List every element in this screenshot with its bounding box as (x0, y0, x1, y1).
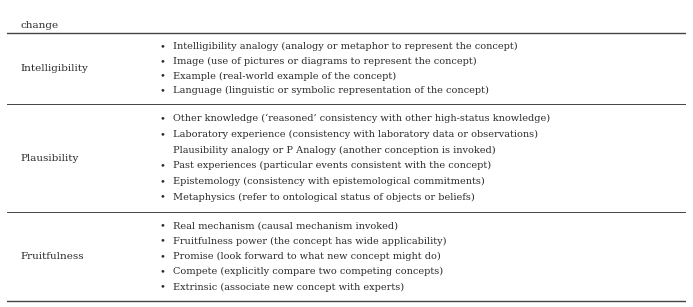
Text: •: • (160, 161, 166, 170)
Text: •: • (160, 57, 166, 66)
Text: •: • (160, 192, 166, 202)
Text: Extrinsic (associate new concept with experts): Extrinsic (associate new concept with ex… (173, 282, 405, 292)
Text: Intelligibility analogy (analogy or metaphor to represent the concept): Intelligibility analogy (analogy or meta… (173, 42, 518, 51)
Text: Example (real-world example of the concept): Example (real-world example of the conce… (173, 72, 396, 81)
Text: •: • (160, 130, 166, 139)
Text: Language (linguistic or symbolic representation of the concept): Language (linguistic or symbolic represe… (173, 86, 489, 95)
Text: Plausibility analogy or P Analogy (another conception is invoked): Plausibility analogy or P Analogy (anoth… (173, 146, 496, 155)
Text: Real mechanism (causal mechanism invoked): Real mechanism (causal mechanism invoked… (173, 221, 398, 230)
Text: Plausibility: Plausibility (21, 154, 79, 163)
Text: change: change (21, 21, 59, 30)
Text: •: • (160, 282, 166, 291)
Text: •: • (160, 267, 166, 276)
Text: Past experiences (particular events consistent with the concept): Past experiences (particular events cons… (173, 161, 491, 170)
Text: Fruitfulness: Fruitfulness (21, 252, 84, 261)
Text: Image (use of pictures or diagrams to represent the concept): Image (use of pictures or diagrams to re… (173, 57, 477, 66)
Text: •: • (160, 252, 166, 261)
Text: •: • (160, 237, 166, 246)
Text: Epistemology (consistency with epistemological commitments): Epistemology (consistency with epistemol… (173, 177, 485, 186)
Text: •: • (160, 42, 166, 51)
Text: •: • (160, 72, 166, 81)
Text: Laboratory experience (consistency with laboratory data or observations): Laboratory experience (consistency with … (173, 130, 538, 139)
Text: •: • (160, 221, 166, 230)
Text: Compete (explicitly compare two competing concepts): Compete (explicitly compare two competin… (173, 267, 444, 276)
Text: Promise (look forward to what new concept might do): Promise (look forward to what new concep… (173, 252, 441, 261)
Text: Intelligibility: Intelligibility (21, 64, 89, 73)
Text: Other knowledge (‘reasoned’ consistency with other high-status knowledge): Other knowledge (‘reasoned’ consistency … (173, 114, 550, 123)
Text: Metaphysics (refer to ontological status of objects or beliefs): Metaphysics (refer to ontological status… (173, 192, 475, 202)
Text: Fruitfulness power (the concept has wide applicability): Fruitfulness power (the concept has wide… (173, 237, 447, 246)
Text: •: • (160, 114, 166, 123)
Text: •: • (160, 86, 166, 95)
Text: •: • (160, 177, 166, 186)
